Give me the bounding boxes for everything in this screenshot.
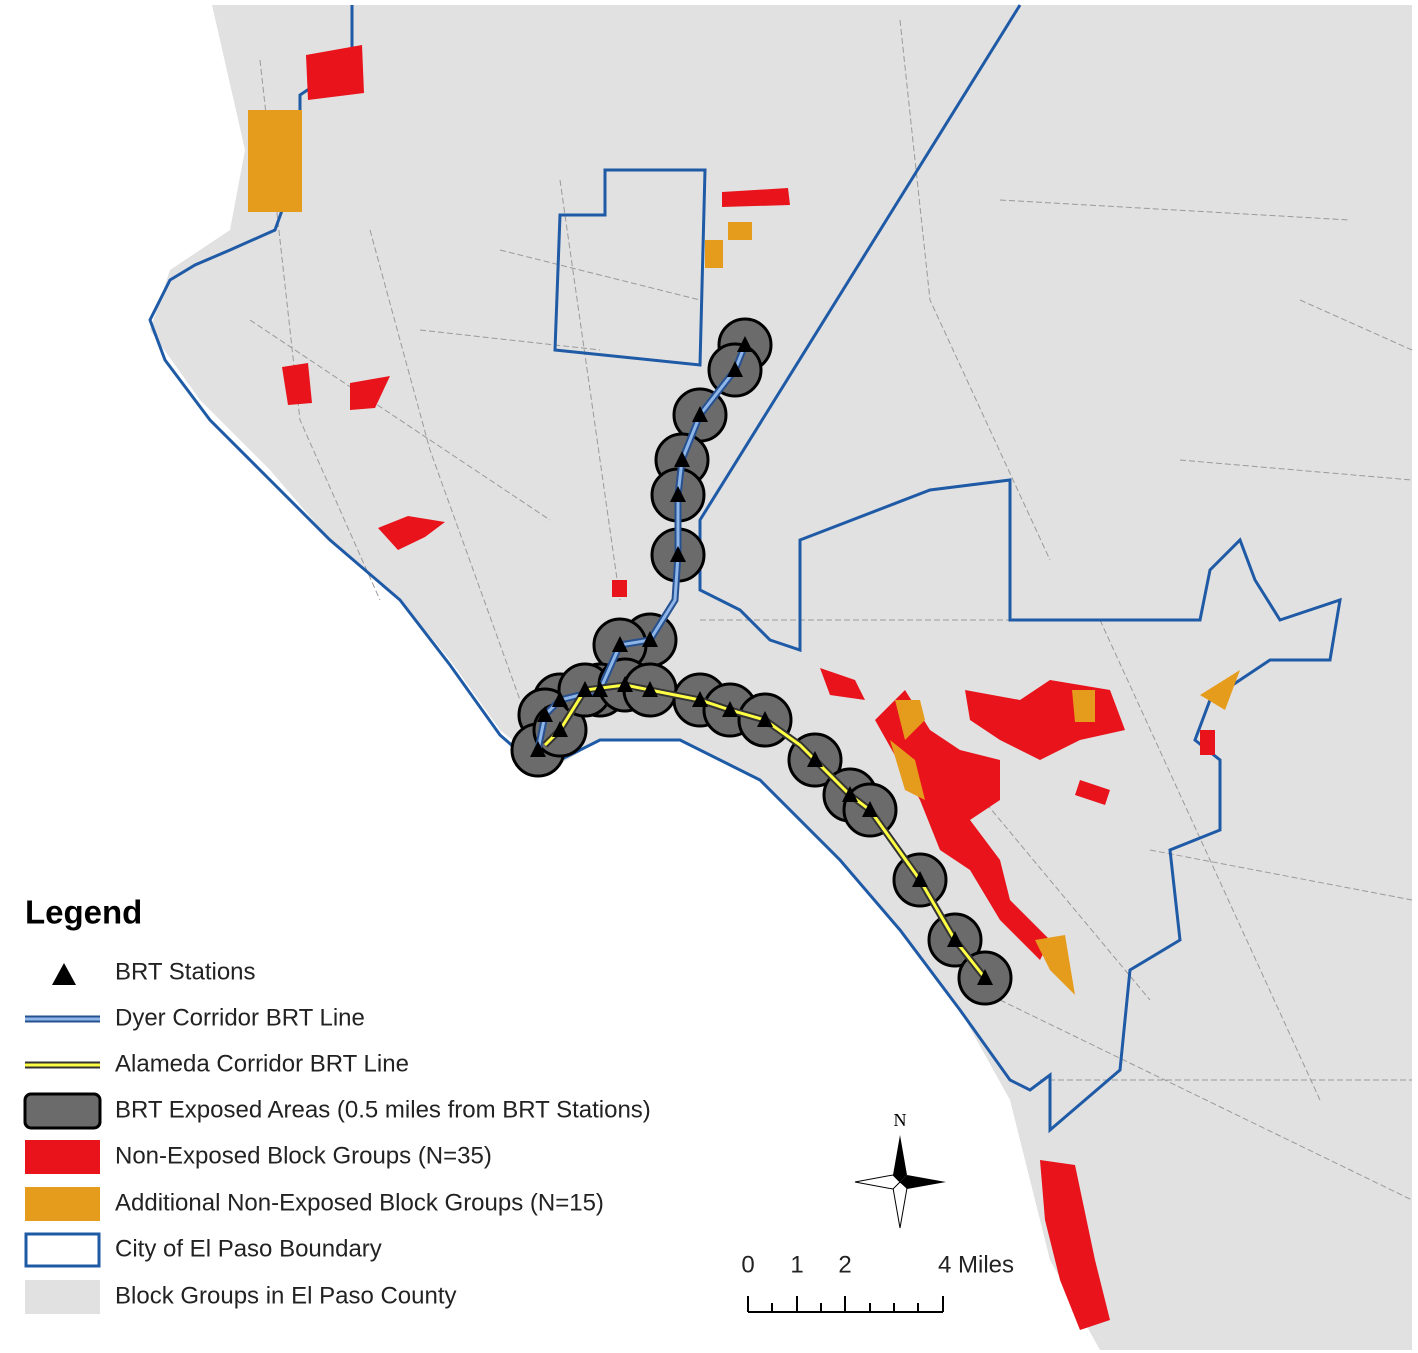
city-boundary bbox=[148, 4, 1342, 1134]
legend-label: Non-Exposed Block Groups (N=35) bbox=[115, 1142, 492, 1169]
legend-symbol bbox=[52, 963, 76, 985]
legend-title: Legend bbox=[25, 894, 142, 931]
legend-symbol bbox=[24, 1232, 101, 1268]
scale-label: 1 bbox=[790, 1251, 803, 1278]
legend-symbol bbox=[25, 1280, 100, 1314]
additional-non-exposed-block-groups bbox=[248, 110, 1240, 995]
brt-stations bbox=[530, 336, 993, 985]
station bbox=[670, 546, 686, 562]
station bbox=[912, 871, 928, 887]
station bbox=[757, 711, 773, 727]
station bbox=[807, 751, 823, 767]
station bbox=[727, 361, 743, 377]
station bbox=[737, 336, 753, 352]
scale-label: 0 bbox=[741, 1251, 754, 1278]
north-label: N bbox=[894, 1110, 907, 1130]
station bbox=[577, 681, 593, 697]
legend: Legend BRT Stations Dyer Corridor BRT Lin… bbox=[23, 894, 651, 1314]
non-exposed-block-groups bbox=[282, 45, 1215, 1330]
station bbox=[642, 681, 658, 697]
station bbox=[722, 701, 738, 717]
legend-symbol bbox=[23, 1092, 102, 1130]
legend-label: BRT Stations bbox=[115, 958, 256, 985]
station bbox=[674, 451, 690, 467]
station bbox=[537, 706, 553, 722]
scale-label: 4 Miles bbox=[938, 1251, 1014, 1278]
legend-label: BRT Exposed Areas (0.5 miles from BRT St… bbox=[115, 1096, 651, 1123]
station bbox=[592, 681, 608, 697]
legend-label: Block Groups in El Paso County bbox=[115, 1282, 457, 1309]
station bbox=[977, 969, 993, 985]
station bbox=[530, 741, 546, 757]
scale-labels: 0 1 2 4 Miles bbox=[741, 1251, 1014, 1278]
legend-label: Additional Non-Exposed Block Groups (N=1… bbox=[115, 1189, 604, 1216]
legend-label: Alameda Corridor BRT Line bbox=[115, 1050, 409, 1077]
station bbox=[617, 676, 633, 692]
station bbox=[670, 486, 686, 502]
legend-label: City of El Paso Boundary bbox=[115, 1235, 382, 1262]
station bbox=[552, 691, 568, 707]
station bbox=[552, 721, 568, 737]
scale-label: 2 bbox=[838, 1251, 851, 1278]
legend-label: Dyer Corridor BRT Line bbox=[115, 1004, 365, 1031]
legend-labels: BRT Stations Dyer Corridor BRT Line Alamed… bbox=[115, 958, 651, 1309]
station bbox=[862, 801, 878, 817]
station bbox=[842, 786, 858, 802]
station bbox=[692, 406, 708, 422]
station bbox=[612, 636, 628, 652]
scale-bar bbox=[747, 1296, 944, 1313]
legend-symbol bbox=[25, 1187, 100, 1221]
station bbox=[642, 631, 658, 647]
station bbox=[947, 931, 963, 947]
county-area bbox=[150, 5, 1412, 1350]
legend-symbol bbox=[25, 1140, 100, 1174]
block-group-lines bbox=[249, 19, 1413, 1201]
north-arrow: N bbox=[854, 1110, 946, 1229]
station bbox=[692, 691, 708, 707]
